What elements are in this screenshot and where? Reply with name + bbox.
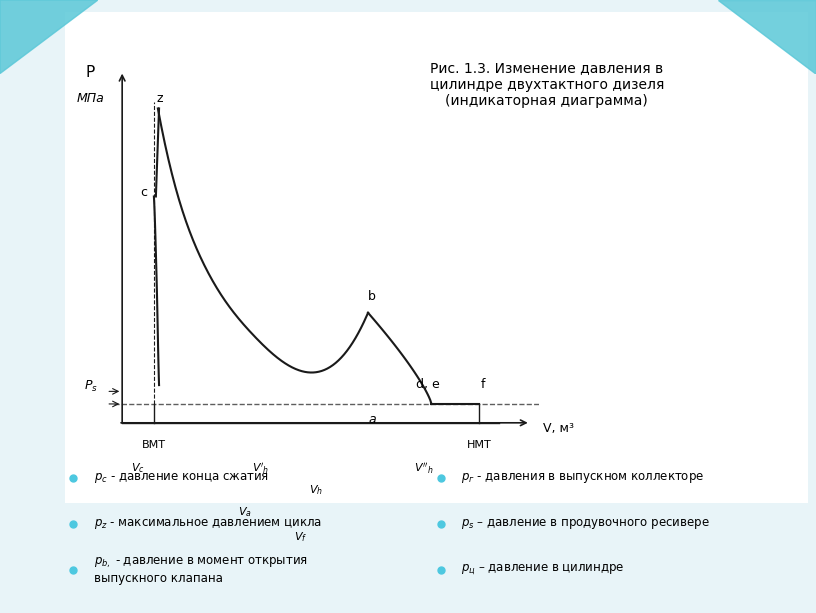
- Text: $V'_h$: $V'_h$: [252, 461, 269, 476]
- Text: b: b: [368, 290, 376, 303]
- Text: НМТ: НМТ: [467, 440, 491, 450]
- Text: $p_г$ - давления в выпускном коллекторе: $p_г$ - давления в выпускном коллекторе: [461, 471, 704, 485]
- Text: V, м³: V, м³: [543, 422, 574, 435]
- Text: f: f: [481, 378, 486, 391]
- Polygon shape: [718, 0, 816, 74]
- Text: $p_s$ – давление в продувочного ресивере: $p_s$ – давление в продувочного ресивере: [461, 517, 710, 531]
- Text: Рис. 1.3. Изменение давления в
цилиндре двухтактного дизеля
(индикаторная диагра: Рис. 1.3. Изменение давления в цилиндре …: [429, 61, 664, 108]
- Text: P: P: [86, 65, 95, 80]
- Text: $V''_h$: $V''_h$: [414, 461, 433, 476]
- Text: c: c: [140, 186, 148, 199]
- Text: $V_c$: $V_c$: [131, 462, 145, 475]
- Text: $V_h$: $V_h$: [309, 484, 323, 497]
- Text: $p_{b,}$ - давление в момент открытия
выпускного клапана: $p_{b,}$ - давление в момент открытия вы…: [94, 555, 308, 585]
- Text: a: a: [368, 413, 376, 426]
- Text: МПа: МПа: [77, 92, 104, 105]
- Polygon shape: [0, 0, 98, 74]
- Text: $p_z$ - максимальное давлением цикла: $p_z$ - максимальное давлением цикла: [94, 517, 322, 531]
- Text: $p_ц$ – давление в цилиндре: $p_ц$ – давление в цилиндре: [461, 563, 624, 577]
- FancyBboxPatch shape: [65, 12, 808, 503]
- Text: $P_s$: $P_s$: [85, 379, 99, 394]
- Text: $p_c$ - давление конца сжатия: $p_c$ - давление конца сжатия: [94, 471, 269, 485]
- Text: $V_a$: $V_a$: [238, 506, 252, 519]
- Text: d, e: d, e: [415, 378, 439, 391]
- Text: z: z: [157, 92, 163, 105]
- Text: ВМТ: ВМТ: [142, 440, 166, 450]
- Text: $V_f$: $V_f$: [294, 531, 308, 544]
